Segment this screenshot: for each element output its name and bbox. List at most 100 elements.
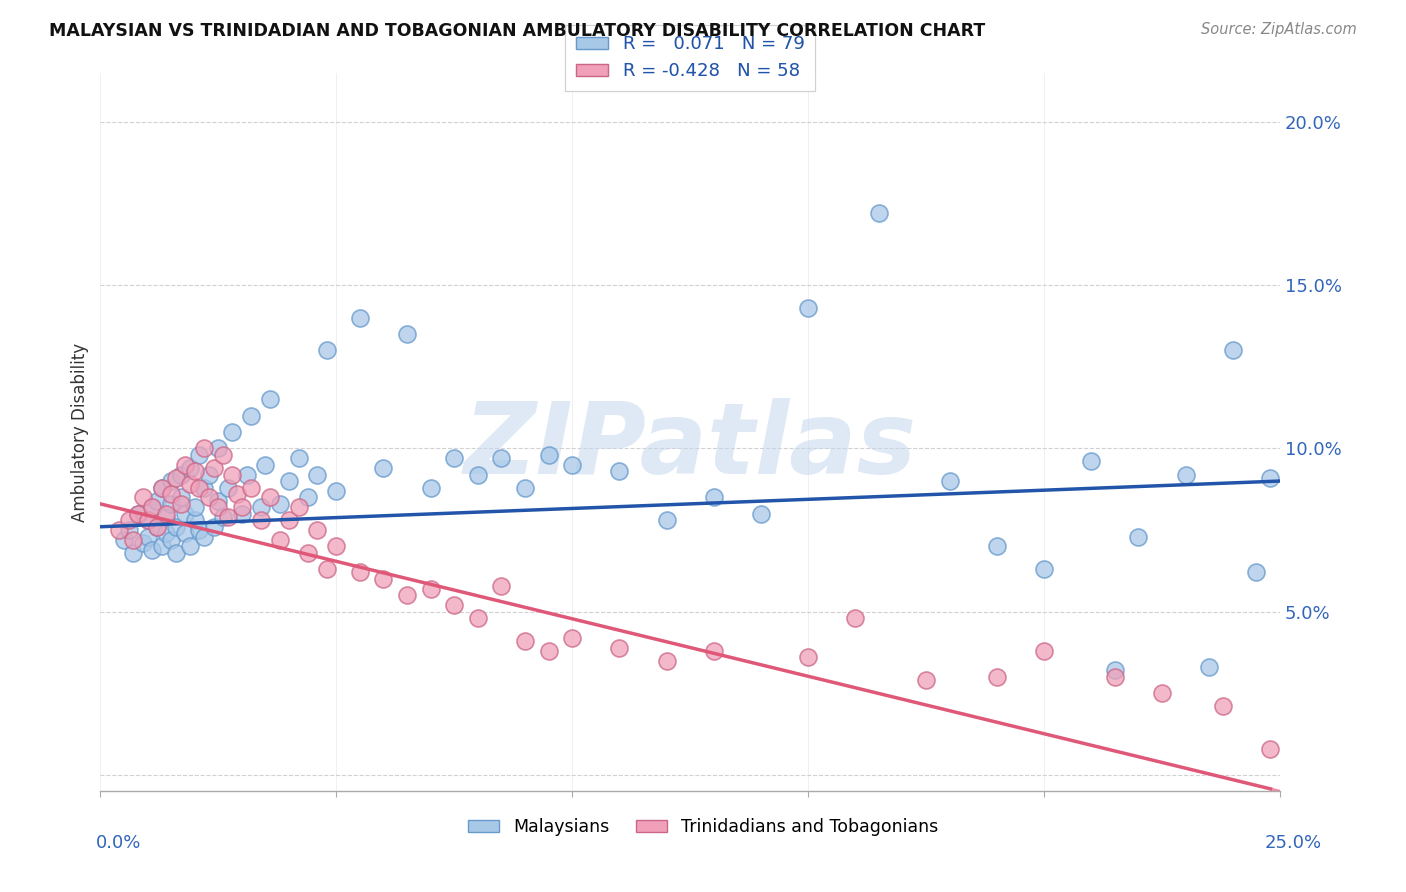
Point: [325, 539, 347, 553]
Point: [986, 539, 1008, 553]
Point: [150, 539, 173, 553]
Point: [396, 588, 419, 602]
Point: [127, 507, 149, 521]
Point: [231, 507, 253, 521]
Point: [1246, 566, 1268, 580]
Point: [141, 500, 163, 515]
Point: [188, 481, 211, 495]
Point: [212, 510, 235, 524]
Point: [122, 546, 145, 560]
Point: [221, 425, 243, 439]
Point: [160, 474, 183, 488]
Point: [127, 507, 149, 521]
Point: [844, 611, 866, 625]
Point: [122, 533, 145, 547]
Point: [118, 513, 141, 527]
Point: [561, 458, 583, 472]
Point: [183, 464, 205, 478]
Point: [132, 536, 155, 550]
Text: ZIPatlas: ZIPatlas: [464, 398, 917, 495]
Point: [467, 467, 489, 482]
Point: [269, 497, 291, 511]
Point: [174, 507, 197, 521]
Text: MALAYSIAN VS TRINIDADIAN AND TOBAGONIAN AMBULATORY DISABILITY CORRELATION CHART: MALAYSIAN VS TRINIDADIAN AND TOBAGONIAN …: [49, 22, 986, 40]
Point: [198, 491, 221, 505]
Point: [155, 510, 177, 524]
Point: [1033, 644, 1056, 658]
Point: [169, 467, 191, 482]
Point: [198, 467, 221, 482]
Point: [231, 500, 253, 515]
Point: [193, 481, 215, 495]
Point: [537, 448, 560, 462]
Point: [1198, 660, 1220, 674]
Point: [259, 491, 281, 505]
Point: [1212, 699, 1234, 714]
Text: 25.0%: 25.0%: [1264, 834, 1322, 852]
Point: [297, 491, 319, 505]
Point: [797, 650, 820, 665]
Point: [146, 493, 169, 508]
Point: [259, 392, 281, 407]
Point: [217, 510, 239, 524]
Point: [160, 487, 183, 501]
Point: [491, 578, 513, 592]
Point: [325, 483, 347, 498]
Point: [249, 500, 271, 515]
Point: [287, 451, 309, 466]
Point: [396, 327, 419, 342]
Point: [141, 542, 163, 557]
Point: [269, 533, 291, 547]
Point: [797, 301, 820, 315]
Point: [373, 572, 395, 586]
Point: [141, 500, 163, 515]
Point: [349, 310, 371, 325]
Point: [165, 546, 187, 560]
Text: Source: ZipAtlas.com: Source: ZipAtlas.com: [1201, 22, 1357, 37]
Point: [537, 644, 560, 658]
Point: [150, 481, 173, 495]
Point: [443, 598, 465, 612]
Point: [1033, 562, 1056, 576]
Point: [226, 487, 249, 501]
Point: [655, 513, 678, 527]
Point: [174, 458, 197, 472]
Point: [655, 654, 678, 668]
Point: [1260, 741, 1282, 756]
Point: [150, 481, 173, 495]
Point: [749, 507, 772, 521]
Point: [202, 520, 225, 534]
Point: [183, 500, 205, 515]
Point: [1260, 471, 1282, 485]
Point: [349, 566, 371, 580]
Point: [207, 442, 229, 456]
Point: [146, 520, 169, 534]
Point: [1080, 454, 1102, 468]
Point: [155, 526, 177, 541]
Point: [278, 513, 301, 527]
Point: [165, 471, 187, 485]
Point: [443, 451, 465, 466]
Point: [249, 513, 271, 527]
Y-axis label: Ambulatory Disability: Ambulatory Disability: [72, 343, 89, 522]
Point: [1128, 529, 1150, 543]
Point: [315, 343, 337, 358]
Point: [609, 464, 631, 478]
Point: [108, 523, 131, 537]
Point: [287, 500, 309, 515]
Point: [1104, 670, 1126, 684]
Point: [938, 474, 960, 488]
Point: [278, 474, 301, 488]
Point: [240, 409, 263, 423]
Point: [212, 448, 235, 462]
Point: [868, 206, 890, 220]
Point: [188, 523, 211, 537]
Point: [136, 513, 159, 527]
Point: [136, 529, 159, 543]
Point: [174, 526, 197, 541]
Point: [160, 497, 183, 511]
Point: [1104, 664, 1126, 678]
Point: [179, 461, 201, 475]
Point: [165, 520, 187, 534]
Point: [915, 673, 938, 688]
